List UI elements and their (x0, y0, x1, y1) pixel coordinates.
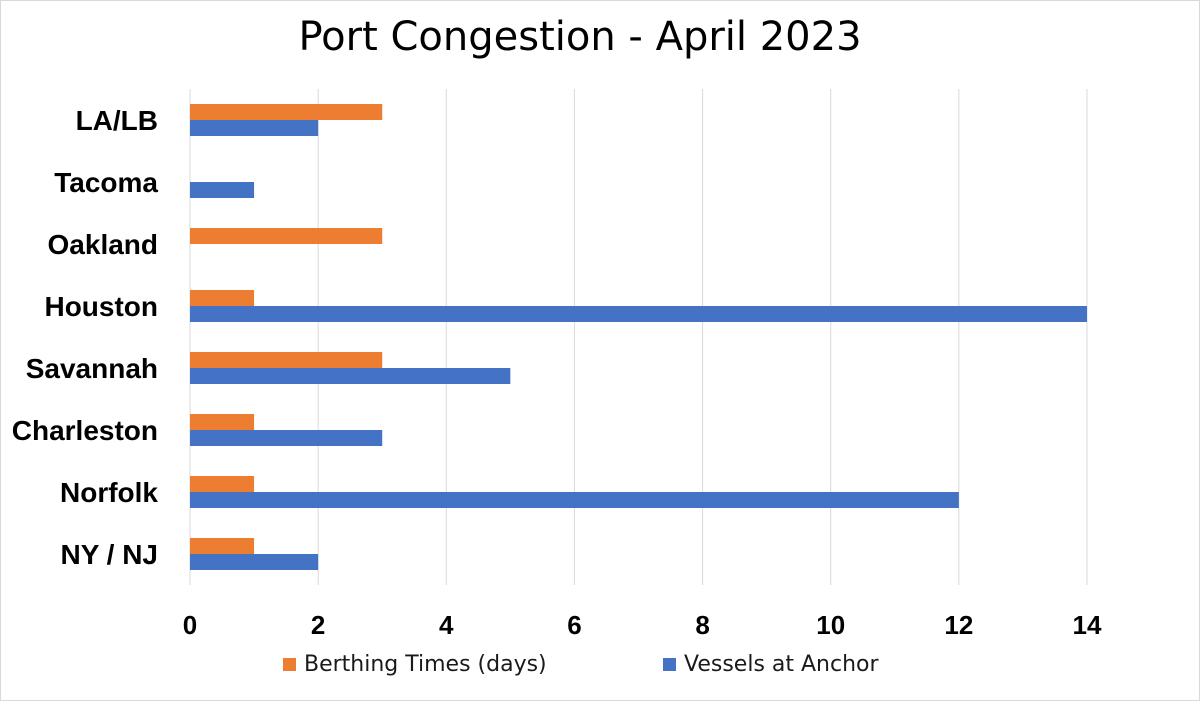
category-label: Charleston (12, 415, 158, 446)
bar-berthing-5 (190, 414, 255, 430)
legend-item-vessels: Vessels at Anchor (663, 652, 879, 677)
legend-item-berthing: Berthing Times (days) (283, 652, 547, 677)
bar-vessels-5 (190, 430, 383, 446)
x-tick-label: 0 (183, 610, 197, 640)
x-tick-label: 12 (944, 610, 973, 640)
grid-lines (189, 89, 1088, 585)
category-label: LA/LB (76, 105, 158, 136)
category-label: Norfolk (60, 477, 158, 508)
bars (190, 104, 1087, 570)
category-label: Tacoma (54, 167, 158, 198)
legend-label-vessels: Vessels at Anchor (684, 652, 879, 677)
x-tick-labels: 0 2 4 6 8 10 12 14 (183, 610, 1102, 640)
category-label: Oakland (48, 229, 158, 260)
legend-swatch-vessels (663, 658, 676, 671)
category-label: Houston (44, 291, 158, 322)
bar-berthing-7 (190, 538, 255, 554)
legend-swatch-berthing (283, 658, 296, 671)
x-tick-label: 14 (1073, 610, 1102, 640)
x-tick-label: 8 (695, 610, 709, 640)
bar-vessels-1 (190, 182, 255, 198)
x-tick-label: 2 (311, 610, 325, 640)
category-label: NY / NJ (60, 539, 158, 570)
bar-vessels-0 (190, 120, 319, 136)
bar-berthing-6 (190, 476, 255, 492)
bar-vessels-6 (190, 492, 959, 508)
bar-vessels-3 (190, 306, 1087, 322)
x-tick-label: 10 (816, 610, 845, 640)
bar-berthing-4 (190, 352, 383, 368)
bar-vessels-4 (190, 368, 511, 384)
x-tick-label: 6 (567, 610, 581, 640)
legend-label-berthing: Berthing Times (days) (304, 652, 547, 677)
chart-title: Port Congestion - April 2023 (298, 14, 862, 60)
x-tick-label: 4 (439, 610, 454, 640)
legend: Berthing Times (days) Vessels at Anchor (0, 652, 1200, 682)
category-label: Savannah (26, 353, 158, 384)
bar-berthing-3 (190, 290, 255, 306)
category-labels: LA/LB Tacoma Oakland Houston Savannah Charles… (12, 105, 159, 570)
bar-vessels-7 (190, 554, 319, 570)
bar-berthing-2 (190, 228, 383, 244)
bar-berthing-0 (190, 104, 383, 120)
